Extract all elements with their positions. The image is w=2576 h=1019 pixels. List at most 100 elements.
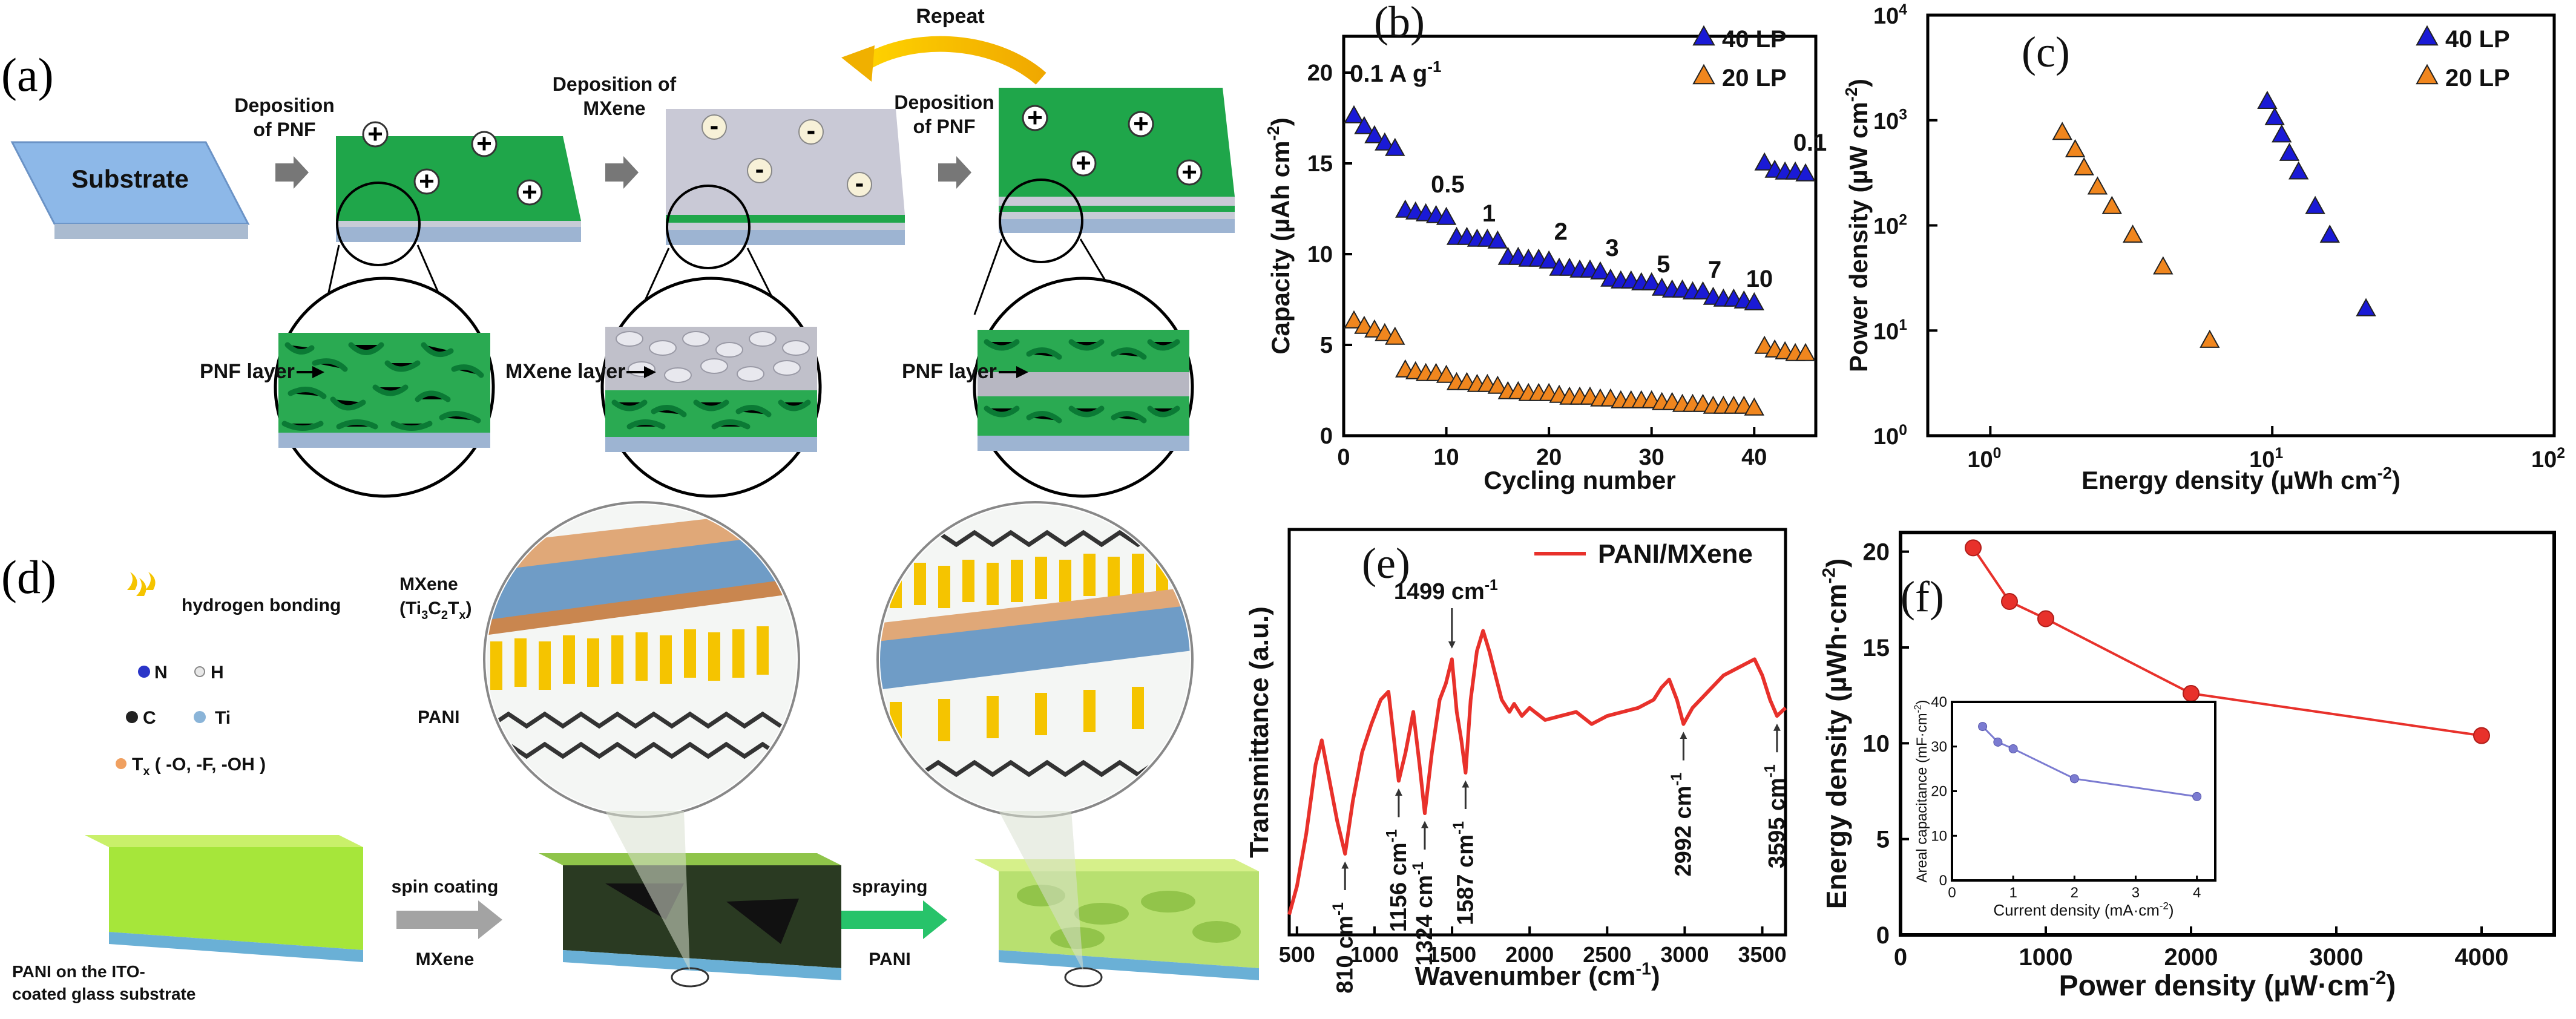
structure-circle-1 bbox=[483, 501, 800, 818]
svg-text:+: + bbox=[367, 119, 383, 149]
panel-d-label: (d) bbox=[1, 551, 56, 603]
rate-label: 1 bbox=[1482, 200, 1496, 227]
inset-y-tick-label: 40 bbox=[1931, 694, 1947, 710]
svg-text:+: + bbox=[476, 129, 492, 159]
x-tick-label: 1500 bbox=[1428, 942, 1476, 967]
y-tick-label: 20 bbox=[1863, 539, 1890, 566]
y-tick-label: 104 bbox=[1873, 2, 1907, 29]
svg-text:coated glass substrate: coated glass substrate bbox=[12, 985, 196, 1003]
data-point bbox=[2356, 298, 2376, 316]
panel-c-chart: (c) 100 101 102 100 101 102 103 104 Energy densit… bbox=[1842, 2, 2565, 494]
data-point bbox=[1385, 326, 1405, 345]
peak-label: 2992 cm-1 bbox=[1669, 772, 1696, 876]
inset-y-axis-label: Areal capacitance (mF·cm-2) bbox=[1913, 700, 1930, 883]
y-tick-label: 15 bbox=[1863, 635, 1890, 661]
data-point bbox=[1344, 105, 1364, 123]
legend-label: 20 LP bbox=[1722, 65, 1787, 91]
positive-charges: + + + + bbox=[362, 119, 543, 207]
data-point bbox=[1754, 335, 1775, 354]
svg-text:hydrogen bonding: hydrogen bonding bbox=[182, 595, 341, 615]
svg-text:MXene: MXene bbox=[583, 97, 645, 119]
x-tick-label: 3000 bbox=[2310, 944, 2364, 971]
x-tick-label: 20 bbox=[1536, 445, 1562, 470]
y-axis-label: Energy density (µWh·cm-2) bbox=[1819, 559, 1852, 909]
svg-text:+: + bbox=[522, 177, 537, 207]
x-axis-label: Wavenumber (cm-1) bbox=[1414, 959, 1660, 991]
step2-arrow: Deposition of MXene bbox=[553, 73, 677, 189]
data-point bbox=[1364, 319, 1385, 338]
mxene-coated-slab bbox=[539, 811, 841, 988]
svg-text:MXene: MXene bbox=[416, 949, 475, 969]
svg-text:of PNF: of PNF bbox=[253, 119, 315, 140]
spin-coating-arrow: spin coating MXene bbox=[392, 877, 502, 969]
negative-charges: - - - - bbox=[702, 111, 872, 198]
pnf-zoom-circle-2: PNF layer bbox=[902, 277, 1194, 498]
data-point bbox=[2153, 256, 2174, 275]
svg-text:PANI on the ITO-: PANI on the ITO- bbox=[12, 962, 145, 981]
legend-marker bbox=[1692, 64, 1715, 85]
mxene-label: MXene bbox=[399, 574, 458, 594]
rate-label: 0.1 A g-1 bbox=[1350, 57, 1441, 87]
x-tick-label: 100 bbox=[1967, 445, 2001, 473]
svg-text:Deposition: Deposition bbox=[234, 94, 334, 116]
legend-marker bbox=[2416, 25, 2439, 46]
nitrogen-atom-icon bbox=[138, 666, 150, 678]
peak-label: 810 cm-1 bbox=[1330, 902, 1358, 994]
data-point bbox=[1375, 323, 1395, 341]
rate-label: 5 bbox=[1657, 251, 1670, 278]
x-tick-label: 0 bbox=[1337, 445, 1350, 470]
inset-x-tick-label: 0 bbox=[1948, 885, 1956, 901]
inset-y-tick-label: 20 bbox=[1931, 784, 1947, 800]
x-tick-label: 102 bbox=[2531, 445, 2565, 473]
data-point bbox=[2122, 224, 2143, 243]
panel-f-label: (f) bbox=[1901, 572, 1944, 621]
panel-d-legend: hydrogen bonding N H C Ti Tx ( -O, -F, -… bbox=[116, 572, 341, 778]
x-axis-label: Power density (µW·cm-2) bbox=[2059, 967, 2396, 1002]
svg-text:H: H bbox=[211, 663, 224, 683]
y-tick-label: 103 bbox=[1873, 107, 1907, 134]
data-point bbox=[1385, 137, 1405, 156]
x-tick-label: 2500 bbox=[1583, 942, 1631, 967]
svg-text:-: - bbox=[755, 154, 764, 184]
inset-frame bbox=[1951, 701, 2216, 882]
x-tick-label: 2000 bbox=[2164, 944, 2218, 971]
mxene-formula: (Ti3C2Tx) bbox=[399, 598, 472, 622]
inset-y-tick-label: 10 bbox=[1931, 828, 1947, 844]
titanium-atom-icon bbox=[194, 711, 206, 723]
spectrum-line bbox=[1287, 629, 1787, 916]
panel-c-label: (c) bbox=[2022, 28, 2070, 76]
data-point bbox=[1436, 206, 1457, 225]
svg-text:of PNF: of PNF bbox=[913, 116, 975, 137]
pnf-zoom-circle-1: PNF layer bbox=[200, 277, 495, 498]
inset-x-tick-label: 3 bbox=[2132, 885, 2140, 901]
structure-circle-2 bbox=[876, 501, 1194, 818]
svg-text:PNF layer: PNF layer bbox=[902, 360, 997, 383]
data-point bbox=[2065, 139, 2086, 157]
y-tick-label: 0 bbox=[1320, 424, 1333, 449]
y-axis-label: Power density (µW cm-2) bbox=[1842, 79, 1873, 372]
legend-marker bbox=[1692, 25, 1715, 46]
legend-marker bbox=[2416, 64, 2439, 85]
rate-label: 10 bbox=[1746, 266, 1773, 292]
svg-text:Ti: Ti bbox=[215, 708, 231, 728]
data-point bbox=[1754, 152, 1775, 171]
inset-data-point bbox=[1993, 737, 2003, 747]
x-axis-label: Cycling number bbox=[1484, 466, 1675, 494]
legend-label: 40 LP bbox=[1722, 26, 1787, 53]
panel-b-frame bbox=[1342, 34, 1818, 437]
svg-text:spin coating: spin coating bbox=[392, 877, 499, 897]
inset-data-point bbox=[2192, 791, 2202, 801]
rate-label: 2 bbox=[1554, 218, 1568, 245]
data-point bbox=[1539, 250, 1559, 269]
mxene-slab: - - - - bbox=[666, 109, 905, 269]
y-tick-label: 100 bbox=[1873, 422, 1907, 450]
hydrogen-atom-icon bbox=[194, 666, 205, 677]
y-tick-label: 20 bbox=[1307, 61, 1333, 86]
svg-text:-: - bbox=[807, 116, 816, 145]
x-tick-label: 101 bbox=[2249, 445, 2283, 473]
data-point bbox=[2264, 106, 2285, 125]
x-axis-label: Energy density (µWh cm-2) bbox=[2082, 464, 2400, 494]
data-point bbox=[2279, 142, 2300, 161]
